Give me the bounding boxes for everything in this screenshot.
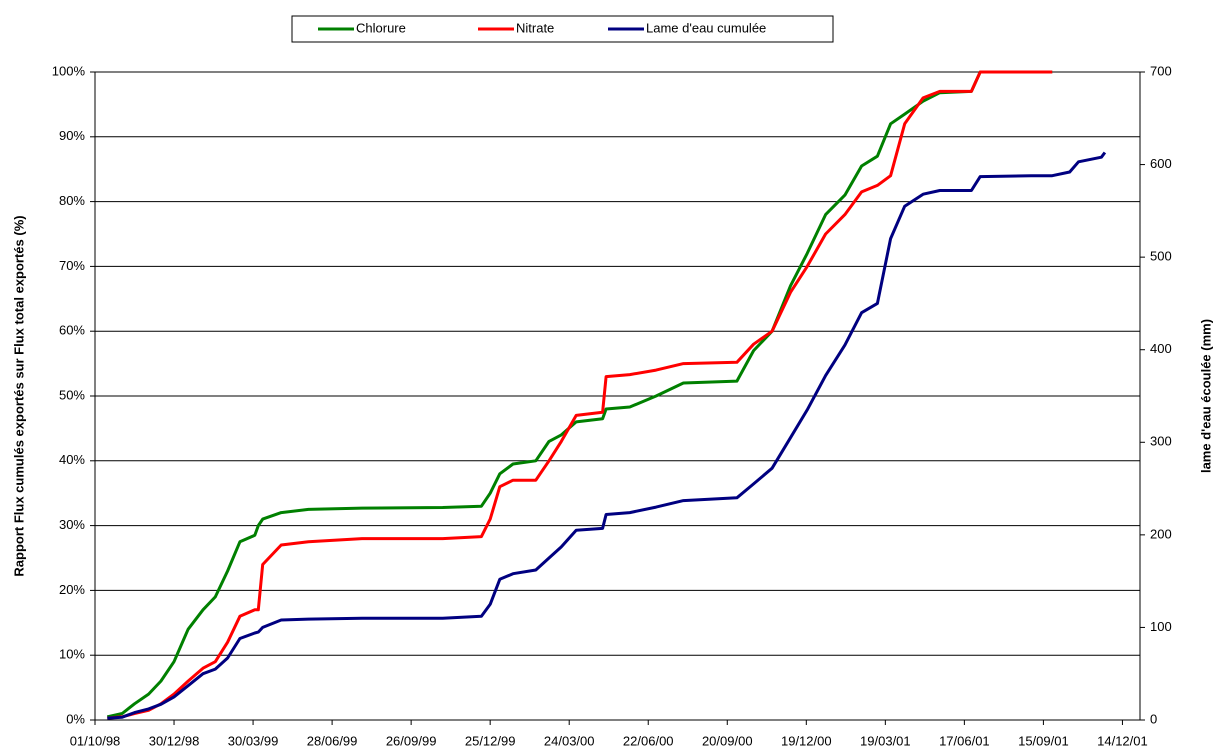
y-tick-label: 50% [59,387,85,402]
x-tick-label: 24/03/00 [544,733,595,748]
y2-tick-label: 300 [1150,434,1172,449]
legend-label: Lame d'eau cumulée [646,20,766,35]
x-tick-label: 26/09/99 [386,733,437,748]
y2-tick-label: 700 [1150,63,1172,78]
y-tick-label: 0% [66,711,85,726]
y2-tick-label: 500 [1150,249,1172,264]
series-line [107,151,1107,720]
legend-label: Nitrate [516,20,554,35]
x-tick-label: 20/09/00 [702,733,753,748]
y-tick-label: 10% [59,647,85,662]
y-tick-label: 70% [59,258,85,273]
y-tick-label: 30% [59,517,85,532]
y2-tick-label: 200 [1150,526,1172,541]
y-axis-title: Rapport Flux cumulés exportés sur Flux t… [11,215,26,576]
x-tick-label: 15/09/01 [1018,733,1069,748]
x-tick-label: 28/06/99 [307,733,358,748]
legend-box [291,15,834,43]
y-tick-label: 80% [59,193,85,208]
legend-label: Chlorure [356,20,406,35]
x-tick-label: 14/12/01 [1097,733,1148,748]
y2-axis-title: lame d'eau écoulée (mm) [1198,319,1213,473]
y-tick-label: 60% [59,323,85,338]
y2-tick-label: 400 [1150,341,1172,356]
series-line [106,70,1053,719]
y2-tick-label: 0 [1150,711,1157,726]
y-tick-label: 40% [59,452,85,467]
x-tick-label: 25/12/99 [465,733,516,748]
x-tick-label: 19/12/00 [781,733,832,748]
y-tick-label: 20% [59,582,85,597]
x-tick-label: 30/12/98 [149,733,200,748]
x-tick-label: 19/03/01 [860,733,911,748]
y2-tick-label: 100 [1150,619,1172,634]
y2-tick-label: 600 [1150,156,1172,171]
x-tick-label: 01/10/98 [70,733,121,748]
x-tick-label: 17/06/01 [939,733,990,748]
y-tick-label: 90% [59,128,85,143]
x-tick-label: 22/06/00 [623,733,674,748]
x-tick-label: 30/03/99 [228,733,279,748]
series-line [107,70,1053,720]
y-tick-label: 100% [52,63,86,78]
